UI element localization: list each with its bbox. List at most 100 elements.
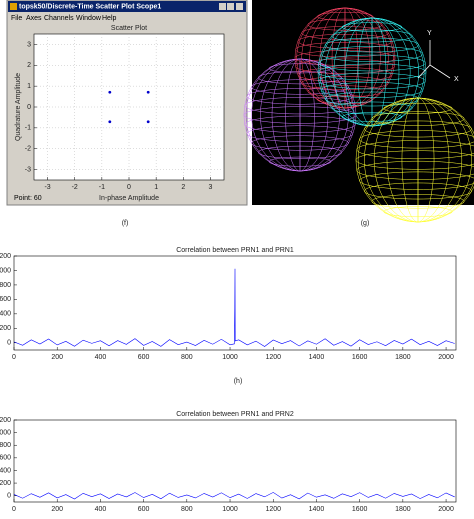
axis-label: X	[454, 76, 459, 83]
x-tick-label: -3	[44, 184, 50, 191]
sphere-parallel	[364, 182, 472, 200]
y-tick-label: -3	[25, 166, 31, 173]
y-tick-label: 600	[0, 296, 11, 303]
x-tick-label: 800	[181, 506, 193, 513]
x-tick-label: 1000	[222, 354, 238, 361]
sphere-parallel	[341, 112, 403, 122]
y-tick-label: 2	[27, 62, 31, 69]
sphere-parallel	[246, 125, 354, 142]
x-tick-label: 800	[181, 354, 193, 361]
sphere-parallel	[331, 101, 413, 115]
chart-title: Correlation between PRN1 and PRN2	[176, 411, 294, 418]
sphere-parallel	[324, 91, 420, 107]
x-tick-label: 1600	[352, 506, 368, 513]
y-tick-label: 3	[27, 41, 31, 48]
sphere-parallel	[383, 206, 453, 218]
x-tick-label: 400	[95, 506, 107, 513]
y-tick-label: 1000	[0, 429, 11, 436]
sphere-parallel	[318, 54, 426, 72]
sphere-parallel	[317, 63, 427, 81]
menu-item[interactable]: Window	[76, 15, 102, 22]
sphere-parallel	[307, 18, 383, 31]
sphere-parallel	[371, 111, 465, 126]
sphere-parallel	[320, 82, 424, 98]
minimize-button[interactable]	[219, 3, 226, 10]
sphere-parallel	[246, 88, 354, 105]
sphere-parallel	[244, 115, 356, 133]
close-button[interactable]	[236, 3, 243, 10]
sphere-parallel	[251, 135, 349, 151]
x-tick-label: 1800	[395, 354, 411, 361]
sphere-parallel	[295, 42, 395, 58]
sphere-meridian	[401, 97, 435, 223]
x-tick-label: 2	[181, 184, 185, 191]
axis-glyph: Y X	[417, 30, 459, 83]
sphere-parallel	[258, 71, 342, 85]
y-tick-label: 0	[7, 493, 11, 500]
scatter-point	[108, 120, 112, 124]
scatter-point	[146, 120, 150, 124]
y-tick-label: 0	[27, 104, 31, 111]
sphere-parallel	[356, 140, 474, 160]
x-tick-label: -1	[99, 184, 105, 191]
sphere-meridian	[331, 7, 359, 109]
y-tick-label: 800	[0, 442, 11, 449]
sphere-parallel	[320, 46, 424, 62]
sphere-parallel	[317, 95, 373, 105]
x-tick-label: 600	[138, 354, 150, 361]
sphere-meridian	[285, 58, 315, 172]
title-bar	[8, 1, 246, 12]
x-tick-label: 0	[127, 184, 131, 191]
menu-item[interactable]: Help	[102, 15, 117, 22]
x-tick-label: 200	[51, 506, 63, 513]
x-tick-label: 2000	[438, 354, 454, 361]
y-tick-label: 400	[0, 467, 11, 474]
maximize-button[interactable]	[227, 3, 234, 10]
correlation-line	[13, 492, 455, 500]
y-tick-label: 800	[0, 282, 11, 289]
sphere-meridian	[357, 17, 387, 127]
y-tick-label: 400	[0, 311, 11, 318]
sphere-parallel	[258, 145, 342, 159]
sphere-parallel	[371, 194, 465, 209]
axes-box	[13, 255, 457, 351]
sphere-parallel	[341, 22, 403, 32]
x-axis-label: In-phase Amplitude	[99, 195, 159, 202]
status-text: Point: 60	[14, 195, 42, 202]
x-tick-label: 1600	[352, 354, 368, 361]
window-icon	[10, 3, 17, 10]
chart-title: Correlation between PRN1 and PRN1	[176, 247, 294, 254]
y-axis-label: Quadrature Amplitude	[15, 73, 22, 141]
wireframe-spheres	[243, 7, 474, 223]
menu-item[interactable]: Channels	[44, 15, 74, 22]
z-axis-glyph	[417, 64, 431, 79]
y-tick-label: 200	[0, 480, 11, 487]
sphere-parallel	[331, 29, 413, 43]
y-tick-label: -1	[25, 125, 31, 132]
chart-title: Scatter Plot	[111, 25, 147, 32]
sphere-parallel	[307, 85, 383, 98]
x-tick-label: 1400	[309, 506, 325, 513]
y-tick-label: 200	[0, 325, 11, 332]
x-tick-label: 1400	[309, 354, 325, 361]
x-tick-label: 1200	[265, 354, 281, 361]
y-tick-label: 0	[7, 340, 11, 347]
x-tick-label: 0	[12, 506, 16, 513]
sphere-parallel	[355, 150, 474, 170]
menu-item[interactable]: File	[11, 15, 22, 22]
x-tick-label: 1	[154, 184, 158, 191]
sphere-parallel	[317, 11, 373, 21]
caption: (g)	[361, 220, 370, 227]
scatter-point	[108, 90, 112, 94]
y-tick-label: 1200	[0, 253, 11, 260]
x-tick-label: 0	[12, 354, 16, 361]
sphere-parallel	[359, 130, 474, 149]
x-tick-label: 400	[95, 354, 107, 361]
sphere-parallel	[364, 120, 472, 138]
sphere-parallel	[318, 72, 426, 90]
sphere-parallel	[383, 102, 453, 114]
y-tick-label: 600	[0, 455, 11, 462]
menu-item[interactable]: Axes	[26, 15, 42, 22]
x-axis-glyph	[429, 64, 451, 79]
